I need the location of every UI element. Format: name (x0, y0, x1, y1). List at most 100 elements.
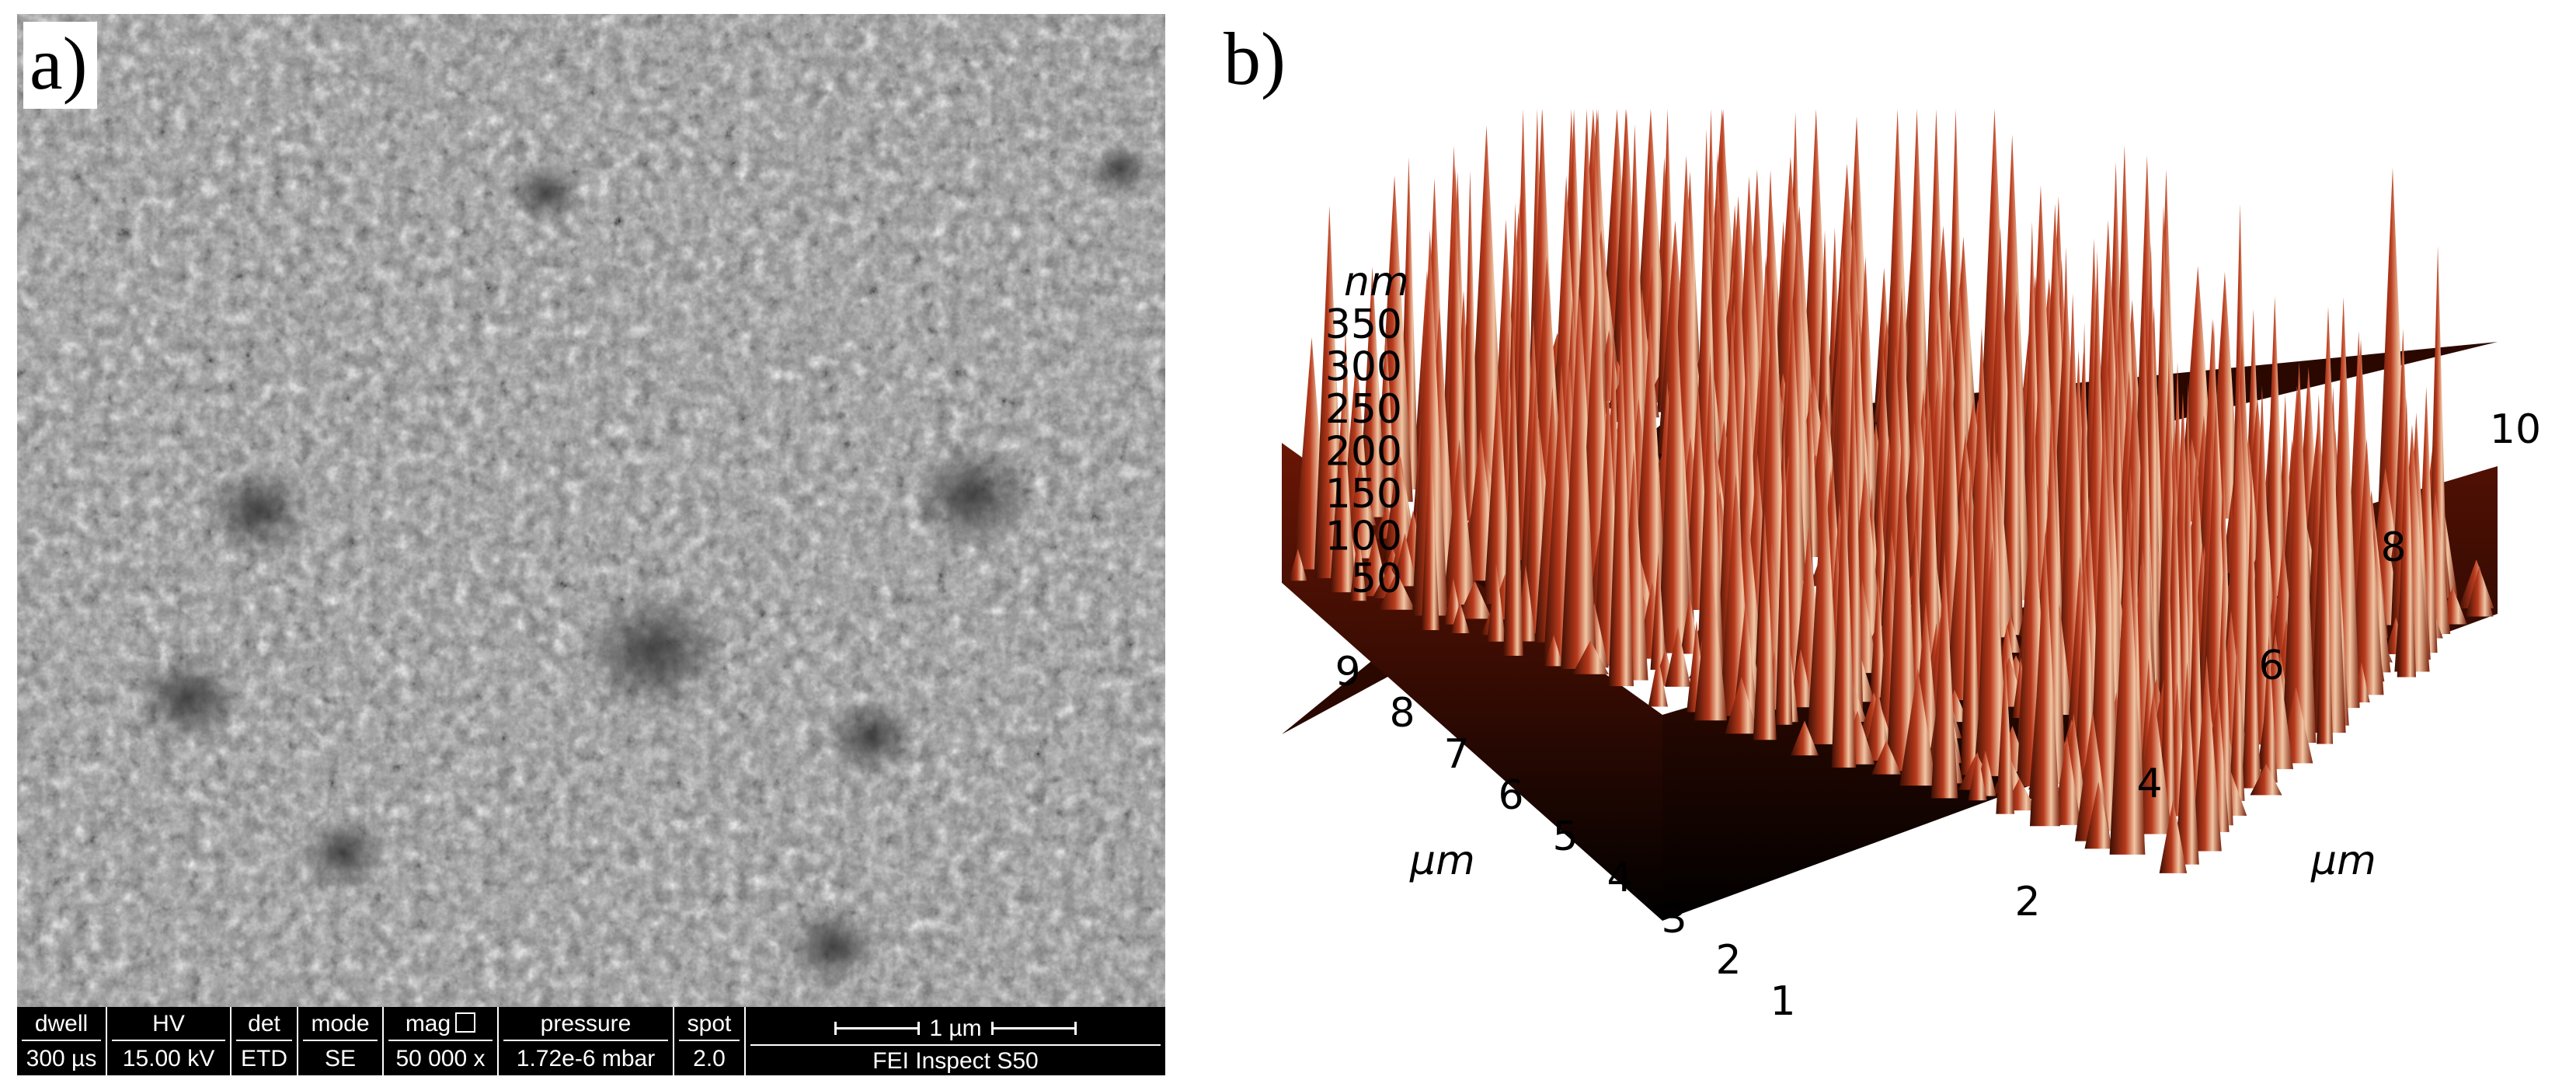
right-axis-tick-label: 8 (2380, 524, 2406, 571)
afm-height-spike (1902, 109, 1932, 491)
afm-height-spike (2088, 397, 2120, 831)
right-axis-tick-label: 2 (2014, 879, 2040, 925)
dwell-label: dwell (22, 1009, 101, 1041)
sem-micrograph (17, 14, 1165, 1007)
hv-value: 15.00 kV (122, 1045, 215, 1071)
left-axis-tick-label: 9 (1335, 649, 1360, 695)
afm-height-spike (1807, 448, 1842, 744)
sem-dark-pit (204, 465, 312, 558)
left-axis-tick-label: 4 (1607, 855, 1632, 901)
afm-height-spike (1503, 317, 1523, 656)
afm-height-spike (1349, 529, 1367, 601)
instrument-name: FEI Inspect S50 (872, 1047, 1039, 1074)
afm-height-spike (2175, 662, 2199, 865)
afm-height-spike (1871, 740, 1902, 775)
afm-height-spike (1753, 511, 1777, 740)
afm-height-spike (1665, 626, 1691, 687)
afm-height-spike (2397, 396, 2416, 678)
afm-height-spike (2109, 508, 2146, 855)
afm-height-spike (2191, 655, 2222, 852)
left-axis-tick-label: 8 (1389, 690, 1415, 737)
afm-height-spike (1329, 391, 1356, 593)
databar-scale: 1 µm FEI Inspect S50 (746, 1007, 1165, 1075)
pressure-label: pressure (503, 1009, 668, 1041)
afm-height-spike (1378, 572, 1415, 610)
sem-databar: dwell 300 µs HV 15.00 kV det ETD mode SE… (17, 1007, 1165, 1075)
mode-value: SE (324, 1045, 357, 1071)
afm-height-spike (1561, 285, 1597, 670)
scale-bar: 1 µm (750, 1007, 1161, 1046)
z-tick-label: 300 (1325, 344, 1402, 391)
det-value: ETD (241, 1045, 287, 1071)
afm-height-spike (1817, 230, 1833, 448)
afm-height-spike (1467, 124, 1506, 496)
afm-height-spike (2229, 643, 2245, 801)
afm-height-spike (2349, 438, 2384, 695)
afm-height-spike (1460, 170, 1479, 521)
right-axis-unit: µm (2310, 838, 2376, 884)
afm-height-spike (2159, 800, 2188, 873)
z-tick-label: 150 (1325, 471, 1402, 517)
scale-line-right-icon (990, 1022, 1077, 1035)
afm-height-spike (1450, 601, 1470, 634)
left-axis-unit: µm (1409, 838, 1475, 884)
z-tick-label: 250 (1325, 386, 1402, 433)
panel-label-a: a) (23, 22, 97, 109)
afm-height-spike (2160, 516, 2176, 830)
afm-height-spike (2241, 604, 2261, 789)
afm-height-spike (1288, 549, 1307, 581)
afm-height-spike (2317, 464, 2334, 744)
afm-height-spike (1572, 640, 1609, 674)
sem-dark-pit (301, 817, 386, 890)
left-axis-tick-label: 1 (1770, 978, 1795, 1025)
det-label: det (236, 1009, 292, 1041)
afm-height-spike (1775, 423, 1793, 725)
right-axis-tick-label: 10 (2490, 406, 2541, 453)
afm-height-spike (1961, 450, 1981, 775)
afm-height-spike (2282, 361, 2317, 744)
sem-dark-pit (825, 697, 918, 776)
afm-height-spike (1694, 559, 1728, 721)
hv-label: HV (112, 1009, 225, 1041)
afm-height-spike (1725, 677, 1759, 734)
afm-height-spike (2310, 306, 2346, 733)
databar-mode: mode SE (298, 1007, 384, 1075)
afm-height-spike (1384, 445, 1414, 560)
sem-texture (17, 14, 1165, 1007)
afm-height-spike (1421, 420, 1439, 631)
right-axis-tick-label: 6 (2258, 643, 2284, 689)
databar-mag: mag 50 000 x (384, 1007, 499, 1075)
afm-height-spike (1486, 563, 1506, 642)
afm-height-spike (2260, 634, 2278, 783)
databar-spot: spot 2.0 (674, 1007, 746, 1075)
afm-height-spike (2135, 689, 2172, 834)
afm-height-spike (1831, 440, 1857, 768)
sem-dark-pit (786, 907, 879, 986)
sem-dark-pit (910, 443, 1035, 549)
afm-height-spike (1899, 667, 1937, 786)
mag-box-icon (455, 1012, 476, 1033)
mode-label: mode (303, 1009, 378, 1041)
afm-height-spike (2084, 781, 2113, 849)
sem-dark-pit (580, 588, 728, 714)
z-tick-label: 50 (1351, 556, 1402, 602)
sem-dark-pit (510, 162, 580, 223)
afm-height-spike (1790, 720, 1819, 756)
z-axis-unit: nm (1344, 259, 1409, 305)
afm-height-spike (1869, 574, 1887, 698)
afm-height-spike (1412, 229, 1448, 616)
z-tick-label: 350 (1325, 301, 1402, 348)
afm-height-spike (1864, 688, 1892, 761)
afm-height-spike (1648, 656, 1668, 707)
afm-height-spike (1544, 635, 1563, 667)
afm-height-spike (1633, 312, 1667, 611)
afm-height-spike (1358, 267, 1387, 517)
dwell-value: 300 µs (26, 1045, 97, 1071)
afm-height-spike (2052, 736, 2081, 825)
left-axis-tick-label: 3 (1661, 896, 1687, 942)
afm-height-spike (1443, 438, 1476, 605)
panel-label-b: b) (1224, 17, 1286, 100)
afm-height-spike (2465, 566, 2494, 617)
pressure-value: 1.72e-6 mbar (516, 1045, 656, 1071)
z-tick-label: 200 (1325, 429, 1402, 476)
